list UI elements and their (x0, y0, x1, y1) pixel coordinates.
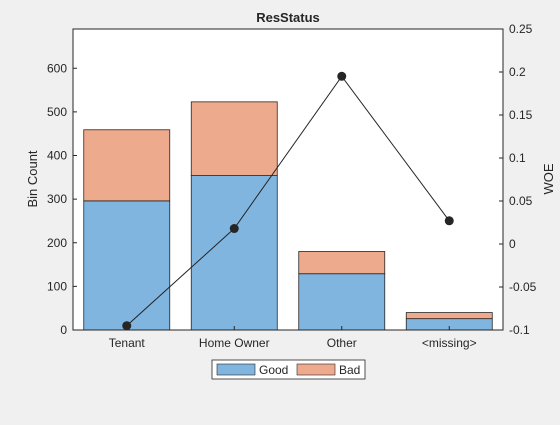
legend-label-good: Good (259, 363, 288, 377)
y2-axis-label: WOE (541, 163, 556, 194)
plot-box (72, 28, 504, 331)
y2-tick-label-5: 0.15 (509, 108, 533, 122)
legend-swatch-good (216, 363, 256, 376)
legend[interactable]: Good Bad (211, 359, 366, 380)
right-axis: -0.1 -0.05 0 0.05 0.1 0.15 0.2 0.25 (499, 22, 537, 337)
left-axis: 0 100 200 300 400 500 600 (47, 61, 77, 337)
legend-swatch-bad (296, 363, 336, 376)
x-tick-label-2: Other (327, 336, 357, 350)
y-tick-label-1: 100 (47, 279, 67, 293)
x-tick-label-3: <missing> (422, 336, 477, 350)
bar-bad-0 (83, 129, 171, 202)
woe-point-2 (337, 71, 347, 81)
woe-line (126, 75, 450, 327)
bar-bad-3 (405, 312, 493, 320)
chart-title: ResStatus (256, 10, 320, 25)
woe-point-3 (444, 216, 454, 226)
y-tick-label-6: 600 (47, 61, 67, 75)
x-tick-label-0: Tenant (109, 336, 146, 350)
woe-point-1 (229, 224, 239, 234)
y2-tick-label-1: -0.05 (509, 280, 537, 294)
y2-tick-label-0: -0.1 (509, 323, 530, 337)
woe-line-group (122, 71, 454, 331)
y2-tick-label-4: 0.1 (509, 151, 526, 165)
y-tick-label-0: 0 (60, 323, 67, 337)
bar-good-0 (83, 200, 171, 331)
y-axis-label: Bin Count (25, 150, 40, 207)
x-axis: Tenant Home Owner Other <missing> (109, 326, 477, 350)
y2-tick-label-6: 0.2 (509, 65, 526, 79)
y2-tick-label-7: 0.25 (509, 22, 533, 36)
x-tick-label-1: Home Owner (199, 336, 270, 350)
y2-tick-label-2: 0 (509, 237, 516, 251)
y-tick-label-4: 400 (47, 149, 67, 163)
bars-group (83, 101, 493, 331)
bar-bad-2 (298, 251, 386, 275)
bar-good-2 (298, 273, 386, 331)
bar-good-1 (190, 175, 278, 331)
y-tick-label-5: 500 (47, 105, 67, 119)
y-tick-label-2: 200 (47, 236, 67, 250)
bar-bad-1 (190, 101, 278, 176)
woe-point-0 (122, 321, 132, 331)
y2-tick-label-3: 0.05 (509, 194, 533, 208)
legend-label-bad: Bad (339, 363, 360, 377)
y-tick-label-3: 300 (47, 192, 67, 206)
